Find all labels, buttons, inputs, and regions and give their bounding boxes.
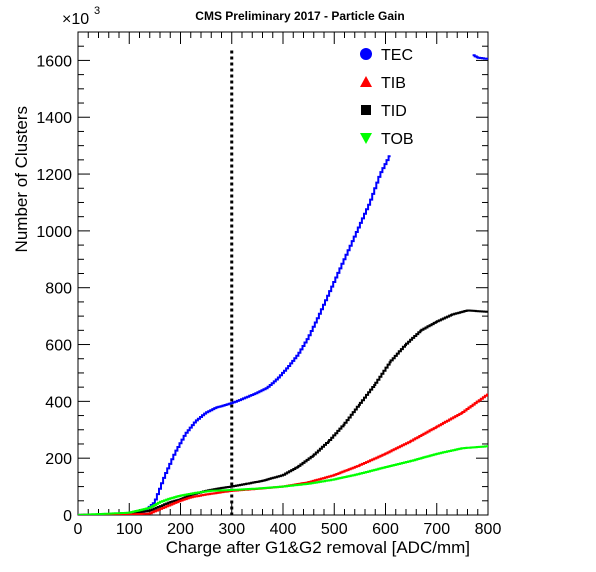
legend-label-tib: TIB bbox=[381, 75, 406, 92]
y-tick-label: 600 bbox=[45, 338, 72, 355]
legend-marker-tib bbox=[360, 76, 372, 87]
chart-title: CMS Preliminary 2017 - Particle Gain bbox=[195, 9, 404, 23]
series-line-tid bbox=[78, 309, 488, 515]
legend-label-tob: TOB bbox=[381, 131, 414, 148]
x-axis-title: Charge after G1&G2 removal [ADC/mm] bbox=[166, 538, 470, 557]
y-tick-label: 0 bbox=[63, 508, 72, 525]
y-tick-label: 1600 bbox=[36, 53, 72, 70]
series-line-tob bbox=[78, 445, 488, 515]
y-tick-label: 200 bbox=[45, 451, 72, 468]
series-line-tib bbox=[78, 393, 488, 515]
legend-label-tid: TID bbox=[381, 103, 407, 120]
y-tick-label: 1200 bbox=[36, 167, 72, 184]
plot-frame bbox=[77, 31, 489, 516]
plot-area: 0 100 200 300 400 500 600 700 800 0 200 400 600 800 10… bbox=[36, 31, 502, 538]
x-tick-label: 700 bbox=[423, 521, 450, 538]
y-tick-label: 800 bbox=[45, 281, 72, 298]
y-tick-label: 400 bbox=[45, 394, 72, 411]
x-tick-label: 100 bbox=[116, 521, 143, 538]
x-tick-label: 200 bbox=[167, 521, 194, 538]
y-axis-title: Number of Clusters bbox=[12, 106, 31, 252]
y-multiplier: ×10 3 bbox=[62, 5, 100, 28]
y-multiplier-exponent: 3 bbox=[94, 5, 100, 17]
legend-marker-tec bbox=[360, 48, 372, 60]
x-tick-label: 600 bbox=[372, 521, 399, 538]
y-tick-label: 1400 bbox=[36, 110, 72, 127]
x-tick-label: 300 bbox=[218, 521, 245, 538]
x-tick-label: 400 bbox=[270, 521, 297, 538]
legend-label-tec: TEC bbox=[381, 47, 413, 64]
legend-marker-tob bbox=[360, 133, 372, 144]
y-tick-label: 1000 bbox=[36, 224, 72, 241]
series-line-tec bbox=[78, 155, 391, 515]
x-tick-label: 500 bbox=[321, 521, 348, 538]
x-tick-label: 800 bbox=[475, 521, 502, 538]
legend-marker-tid bbox=[361, 105, 371, 115]
y-multiplier-label: ×10 bbox=[62, 11, 89, 28]
x-tick-label: 0 bbox=[74, 521, 83, 538]
series-line-tec-tail bbox=[472, 54, 488, 60]
